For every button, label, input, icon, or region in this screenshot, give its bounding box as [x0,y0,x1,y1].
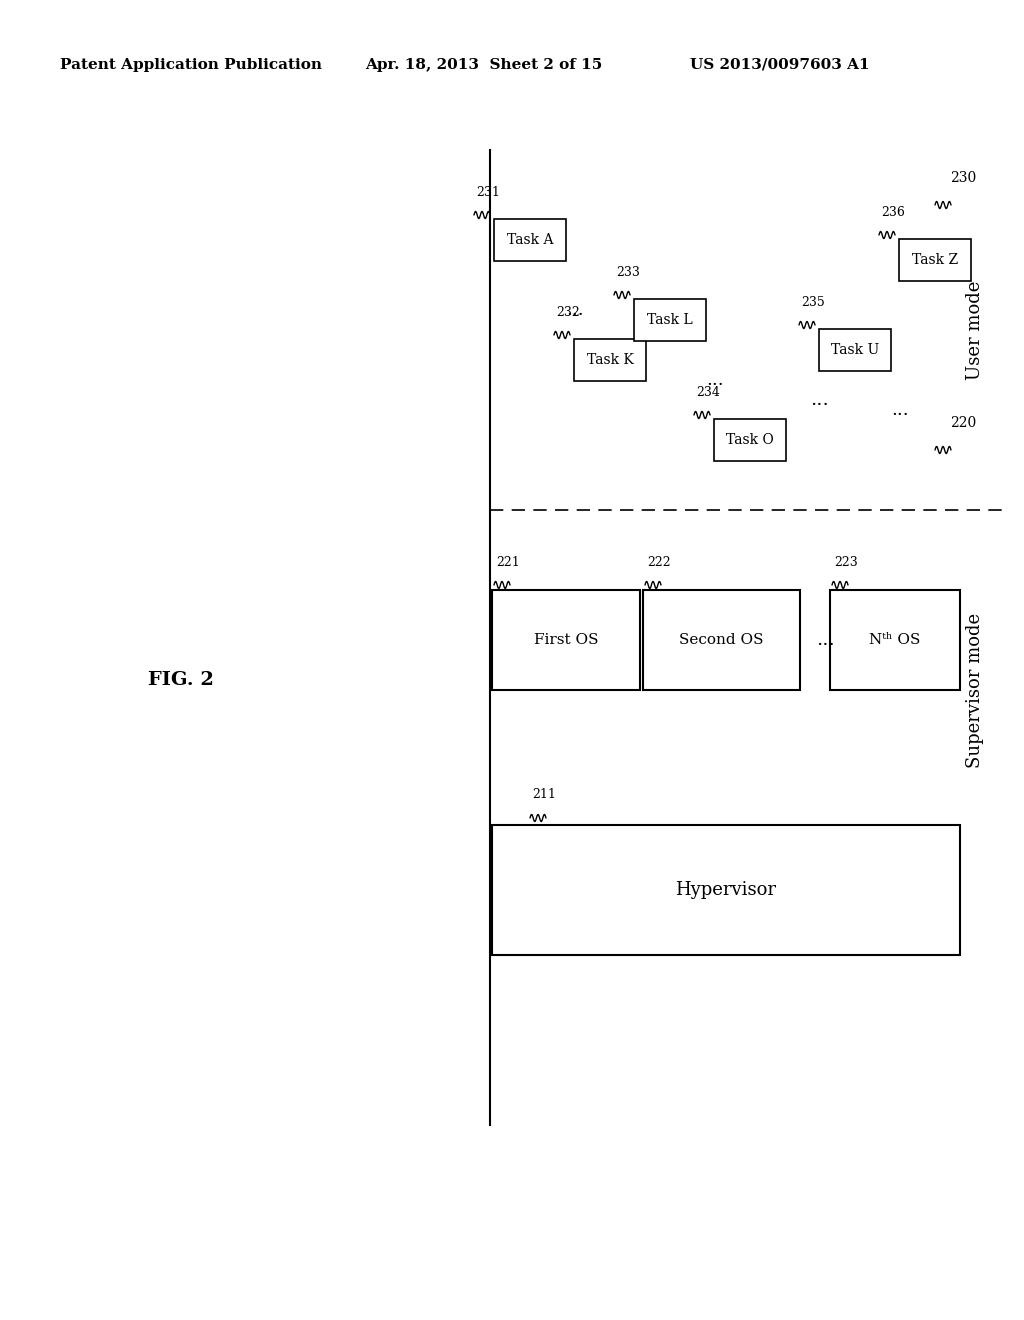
Text: ...: ... [811,391,829,409]
Text: 220: 220 [950,416,976,430]
Text: 232: 232 [556,306,580,319]
FancyBboxPatch shape [634,300,706,341]
FancyBboxPatch shape [714,418,786,461]
Text: Patent Application Publication: Patent Application Publication [60,58,322,73]
FancyBboxPatch shape [492,825,961,954]
Text: ...: ... [816,631,835,649]
Text: Supervisor mode: Supervisor mode [966,612,984,767]
Text: 223: 223 [834,556,858,569]
FancyBboxPatch shape [830,590,961,690]
Text: ...: ... [891,401,909,418]
Text: Apr. 18, 2013  Sheet 2 of 15: Apr. 18, 2013 Sheet 2 of 15 [365,58,602,73]
Text: First OS: First OS [534,634,598,647]
FancyBboxPatch shape [494,219,566,261]
Text: FIG. 2: FIG. 2 [148,671,214,689]
Text: 222: 222 [647,556,671,569]
Text: Task Z: Task Z [912,253,958,267]
Text: 234: 234 [696,385,720,399]
Text: Task A: Task A [507,234,553,247]
Text: 221: 221 [496,556,520,569]
Text: 211: 211 [532,788,556,801]
Text: 236: 236 [881,206,905,219]
Text: US 2013/0097603 A1: US 2013/0097603 A1 [690,58,869,73]
Text: 230: 230 [950,172,976,185]
FancyBboxPatch shape [643,590,800,690]
FancyBboxPatch shape [574,339,646,381]
Text: 235: 235 [801,296,824,309]
Text: 231: 231 [476,186,500,199]
Text: Nᵗʰ OS: Nᵗʰ OS [869,634,921,647]
FancyBboxPatch shape [492,590,640,690]
Text: ...: ... [566,301,584,319]
FancyBboxPatch shape [819,329,891,371]
Text: User mode: User mode [966,280,984,380]
Text: Task U: Task U [830,343,880,356]
Text: Task O: Task O [726,433,774,447]
Text: Hypervisor: Hypervisor [676,880,776,899]
Text: 233: 233 [616,267,640,279]
Text: Second OS: Second OS [679,634,764,647]
Text: ...: ... [707,371,724,389]
Text: Task K: Task K [587,352,634,367]
Text: Task L: Task L [647,313,693,327]
FancyBboxPatch shape [899,239,971,281]
